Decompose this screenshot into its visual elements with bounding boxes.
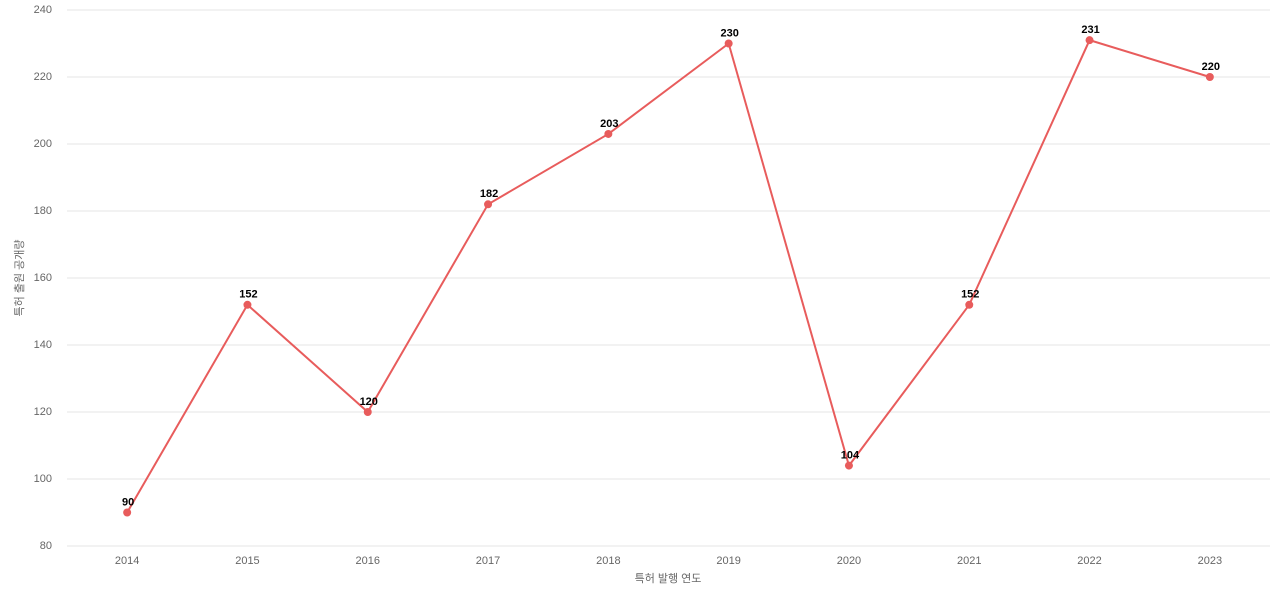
y-tick-label: 220: [34, 71, 52, 83]
y-tick-label: 80: [40, 540, 52, 552]
point: [604, 129, 613, 138]
data-label: 220: [1202, 61, 1220, 73]
x-tick-label: 2023: [1198, 555, 1222, 567]
point: [965, 300, 974, 309]
data-label: 230: [720, 27, 738, 39]
x-tick-label: 2014: [115, 555, 139, 567]
data-label: 203: [600, 118, 618, 130]
x-tick-label: 2019: [716, 555, 740, 567]
data-label: 104: [841, 450, 860, 462]
y-tick-label: 200: [34, 138, 52, 150]
data-label: 152: [961, 289, 979, 301]
y-tick-label: 140: [34, 339, 52, 351]
point: [724, 39, 733, 48]
y-tick-label: 160: [34, 272, 52, 284]
data-label: 90: [122, 496, 134, 508]
point: [1085, 36, 1094, 45]
y-tick-label: 100: [34, 473, 52, 485]
x-tick-label: 2020: [837, 555, 861, 567]
data-label: 120: [360, 396, 378, 408]
point: [844, 461, 853, 470]
x-tick-label: 2018: [596, 555, 620, 567]
x-tick-label: 2017: [476, 555, 500, 567]
x-axis-label: 특허 발행 연도: [635, 572, 702, 585]
point: [484, 200, 493, 209]
y-tick-label: 120: [34, 406, 52, 418]
data-label: 182: [480, 188, 498, 200]
y-tick-label: 180: [34, 205, 52, 217]
line: [126, 38, 1211, 514]
point: [243, 300, 252, 309]
x-tick-label: 2016: [356, 555, 380, 567]
point: [1205, 73, 1214, 81]
x-tick-label: 2015: [235, 555, 259, 567]
x-tick-label: 2022: [1077, 555, 1101, 567]
point: [123, 508, 132, 517]
data-label: 152: [239, 289, 257, 301]
point: [363, 408, 372, 416]
y-axis-label: 특허 출원 공개량: [13, 240, 26, 317]
data-label: 231: [1081, 24, 1099, 36]
y-tick-label: 240: [34, 4, 52, 16]
x-tick-label: 2021: [957, 555, 981, 567]
